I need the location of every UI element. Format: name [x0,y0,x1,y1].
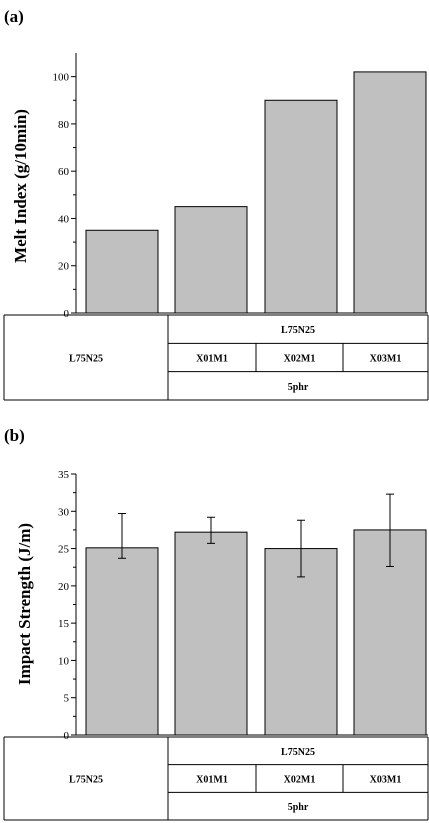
y-tick-label: 30 [58,506,70,518]
panel-label-a: (a) [4,7,24,26]
table-loading-label: 5phr [288,802,309,813]
error-bar-4 [386,493,394,567]
sample-table-a: L75N25 L75N25 X01M1 X02M1 X03M1 5phr [3,314,429,401]
y-tick-label: 100 [53,72,70,84]
panel-label-b: (b) [4,426,25,445]
error-bar-1 [118,513,126,559]
y-tick-label: 80 [58,119,70,131]
y-tick-label: 10 [58,655,70,667]
chart-melt-index: (a) Melt Index (g/10min) 0 20 40 60 80 100 L7… [3,7,429,401]
y-tick-label: 5 [64,693,70,705]
y-tick-label: 0 [64,730,70,742]
y-tick-label: 25 [58,544,70,556]
bar-3 [264,548,338,736]
y-tick-label: 20 [58,581,70,593]
table-sample-3: X03M1 [370,775,402,786]
y-axis-a: 0 20 40 60 80 100 [53,53,428,320]
table-sample-1: X01M1 [196,775,228,786]
y-axis-label-a: Melt Index (g/10min) [11,109,30,263]
y-tick-label: 0 [64,308,70,320]
error-bar-3 [297,519,305,578]
bar-4 [353,71,427,314]
table-group-label: L75N25 [281,747,315,758]
sample-table-b: L75N25 L75N25 X01M1 X02M1 X03M1 5phr [3,736,429,821]
error-bar-2 [207,516,215,544]
bar-2 [174,206,248,314]
table-sample-2: X02M1 [284,354,316,365]
bars-b [85,493,427,736]
bar-2 [174,531,248,736]
y-tick-label: 15 [58,618,70,630]
table-sample-1: X01M1 [196,354,228,365]
y-tick-label: 20 [58,261,70,273]
table-loading-label: 5phr [288,382,309,393]
y-tick-label: 60 [58,166,70,178]
table-sample-2: X02M1 [284,775,316,786]
bar-3 [264,99,338,314]
bar-1 [85,547,159,736]
y-tick-label: 35 [58,469,70,481]
bars-a [85,71,427,314]
table-control-label: L75N25 [69,354,103,365]
table-group-label: L75N25 [281,325,315,336]
table-sample-3: X03M1 [370,354,402,365]
chart-impact-strength: (b) Impact Strength (J/m) 0 5 10 15 20 25 30 35… [3,426,429,821]
table-control-label: L75N25 [69,775,103,786]
y-tick-label: 40 [58,213,70,225]
bar-1 [85,229,159,314]
y-axis-b: 0 5 10 15 20 25 30 35 [58,469,428,742]
y-axis-label-b: Impact Strength (J/m) [15,523,34,685]
